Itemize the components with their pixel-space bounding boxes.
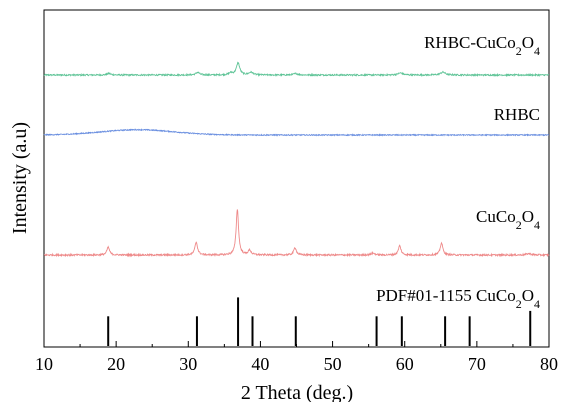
x-tick-label: 40: [251, 354, 269, 374]
x-tick-label: 30: [179, 354, 197, 374]
series-line-rhbc: [43, 128, 550, 137]
x-tick-label: 60: [396, 354, 414, 374]
x-axis-ticks: 10 20 30 40 50 60 70 80: [35, 341, 558, 374]
reference-pattern: [107, 297, 532, 346]
x-tick-label: 80: [540, 354, 558, 374]
reference-pattern-label: PDF#01-1155 CuCo2O4: [376, 286, 540, 311]
x-tick-label: 10: [35, 354, 53, 374]
x-tick-label: 70: [468, 354, 486, 374]
series-line-rhbc-cuco2o4: [43, 61, 550, 78]
series-label-2: CuCo2O4: [476, 207, 540, 232]
x-tick-label: 20: [107, 354, 125, 374]
series-labels: RHBC-CuCo2O4 RHBC CuCo2O4 PDF#01-1155 CuCo2…: [376, 33, 540, 311]
series-label-0: RHBC-CuCo2O4: [424, 33, 540, 58]
series-label-1: RHBC: [494, 105, 540, 124]
x-axis-label: 2 Theta (deg.): [241, 382, 353, 402]
xrd-traces: [43, 61, 550, 258]
series-line-cuco2o4: [43, 209, 550, 258]
x-tick-label: 50: [324, 354, 342, 374]
y-axis-label: Intensity (a.u): [9, 122, 31, 234]
